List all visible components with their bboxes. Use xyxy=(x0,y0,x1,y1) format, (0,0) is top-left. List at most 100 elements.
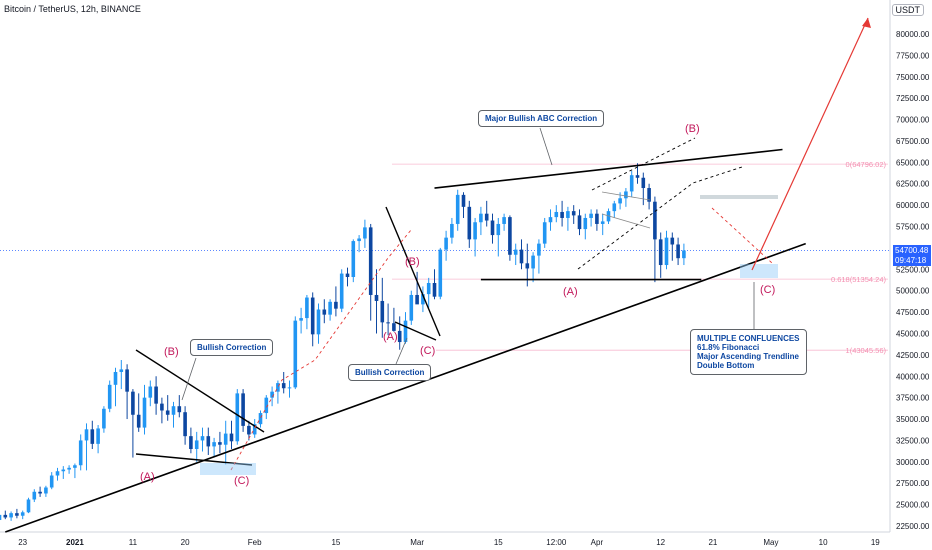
candle-body xyxy=(647,188,651,202)
drawings-layer xyxy=(5,17,871,533)
confluence-line-3: Major Ascending Trendline xyxy=(697,352,799,361)
x-tick-label: Mar xyxy=(410,538,424,547)
fib-level-label: 0(64796.02) xyxy=(846,160,887,169)
candle-body xyxy=(589,213,593,218)
candle-body xyxy=(438,249,443,297)
callout-major-abc[interactable]: Major Bullish ABC Correction xyxy=(478,110,605,127)
candle xyxy=(218,431,222,454)
y-tick-label: 32500.00 xyxy=(896,436,930,445)
fib-layer: 0(64796.02) 0.618(51354.24) 1(43045.56) xyxy=(392,160,888,355)
callout-pointer xyxy=(395,337,408,365)
candle-body xyxy=(44,487,48,494)
candle-body xyxy=(444,237,448,250)
mid-wedge-lower xyxy=(394,321,437,341)
y-tick-label: 50000.00 xyxy=(896,287,930,296)
y-tick-label: 45000.00 xyxy=(896,329,930,338)
x-tick-label: Feb xyxy=(248,538,262,547)
candle-body xyxy=(461,194,466,207)
callout-confluences[interactable]: MULTIPLE CONFLUENCES 61.8% Fibonacci Maj… xyxy=(690,329,807,375)
candle xyxy=(49,472,54,490)
candle xyxy=(160,397,164,424)
candle-body xyxy=(629,175,634,192)
callout-bullish-mid[interactable]: Bullish Correction xyxy=(348,364,432,381)
candle-body xyxy=(131,391,135,415)
candle-body xyxy=(90,429,95,444)
x-tick-label: 15 xyxy=(494,538,503,547)
candle xyxy=(571,205,576,224)
candle xyxy=(600,213,605,236)
candle-body xyxy=(293,320,298,388)
candle-body xyxy=(432,282,437,297)
candle xyxy=(9,511,13,521)
candle xyxy=(310,292,315,347)
candle xyxy=(484,200,489,227)
candle xyxy=(281,371,286,394)
symbol-title: Bitcoin / TetherUS, 12h, BINANCE xyxy=(4,4,141,14)
candle-body xyxy=(635,175,640,178)
candle xyxy=(287,380,292,398)
candle-body xyxy=(676,244,680,259)
candle-body xyxy=(96,428,100,444)
candle xyxy=(131,389,135,458)
candle-body xyxy=(235,393,240,442)
wave-major-b: (B) xyxy=(685,123,700,135)
x-tick-label: 2021 xyxy=(66,538,84,547)
candle-body xyxy=(571,211,576,216)
x-tick-label: 20 xyxy=(181,538,190,547)
candle xyxy=(560,200,564,227)
candle xyxy=(351,239,356,283)
y-tick-label: 62500.00 xyxy=(896,180,930,189)
candle-body xyxy=(55,471,60,476)
left-wedge-lower xyxy=(135,453,253,466)
candle xyxy=(629,170,634,197)
candle xyxy=(682,243,686,266)
final-leg-dashed xyxy=(711,207,773,264)
candle-body xyxy=(397,330,402,343)
y-tick-label: 52500.00 xyxy=(896,265,930,274)
callout-bullish-left[interactable]: Bullish Correction xyxy=(190,339,274,356)
candle xyxy=(554,205,559,223)
candle-body xyxy=(363,227,367,239)
candle xyxy=(328,299,332,321)
y-tick-label: 80000.00 xyxy=(896,30,930,39)
candle xyxy=(15,508,19,519)
candle-body xyxy=(38,491,42,494)
candle-body xyxy=(508,217,512,255)
candle-body xyxy=(26,499,31,513)
candle xyxy=(409,290,414,325)
candle xyxy=(90,420,95,449)
candle-body xyxy=(264,397,269,414)
candle xyxy=(78,434,83,471)
candle xyxy=(305,294,309,330)
candle-body xyxy=(200,436,205,441)
x-tick-label: 11 xyxy=(129,538,138,547)
candle-body xyxy=(3,514,8,518)
candle-body xyxy=(102,408,106,429)
candle xyxy=(102,406,106,433)
y-tick-label: 65000.00 xyxy=(896,158,930,167)
candle-body xyxy=(473,222,477,240)
candle xyxy=(624,188,628,207)
candle xyxy=(171,401,176,428)
candle-body xyxy=(177,406,182,413)
candle xyxy=(537,239,541,274)
y-tick-label: 57500.00 xyxy=(896,223,930,232)
wave-mid-c: (C) xyxy=(420,345,436,357)
trendline xyxy=(434,148,783,189)
y-tick-label: 47500.00 xyxy=(896,308,930,317)
candle-body xyxy=(67,467,71,470)
candle-body xyxy=(421,294,425,305)
candle xyxy=(415,271,419,305)
candle xyxy=(647,183,651,210)
currency-button[interactable]: USDT xyxy=(891,4,924,16)
candle-body xyxy=(49,475,54,488)
fib-level-label: 0.618(51354.24) xyxy=(831,275,887,284)
last-price-value: 54700.48 xyxy=(895,246,929,256)
candle xyxy=(670,232,675,261)
candle-body xyxy=(479,213,483,223)
candle-body xyxy=(386,322,390,324)
candle xyxy=(357,235,361,253)
candle-body xyxy=(73,465,77,468)
y-tick-label: 37500.00 xyxy=(896,394,930,403)
